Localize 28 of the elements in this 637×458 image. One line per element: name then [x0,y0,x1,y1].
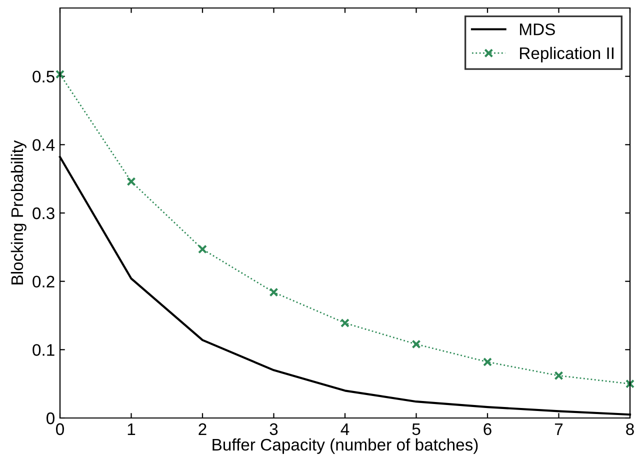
y-tick-label: 0.1 [32,344,54,356]
y-tick-label: 0.5 [32,70,54,83]
x-tick-label: 5 [412,423,420,436]
x-tick-label: 1 [128,423,136,435]
y-tick-label: 0.4 [32,139,55,151]
point [198,244,208,254]
y-tick-label: 0 [46,412,54,424]
y-tick-label: 0.2 [32,276,54,288]
point [625,379,635,388]
x-tick-label: 6 [484,423,492,436]
point [340,318,350,328]
x-tick-label: 7 [554,423,563,435]
legend-label: Replication II [520,46,614,62]
y-tick-label: 0.3 [32,207,54,220]
x-tick-label: 8 [626,423,634,436]
legend-label: MDS [520,23,555,36]
x-tick-label: 2 [198,423,206,435]
point [482,357,492,366]
x-tick-label: 3 [270,423,278,436]
point [554,371,564,380]
point [412,340,421,349]
point [126,177,136,186]
x-tick-label: 0 [56,423,64,436]
y-axis-title: Blocking Probability [10,140,26,284]
x-tick-label: 4 [340,423,350,435]
point [55,70,65,79]
x-axis-title: Buffer Capacity (number of batches) [212,438,478,454]
point [269,288,278,297]
